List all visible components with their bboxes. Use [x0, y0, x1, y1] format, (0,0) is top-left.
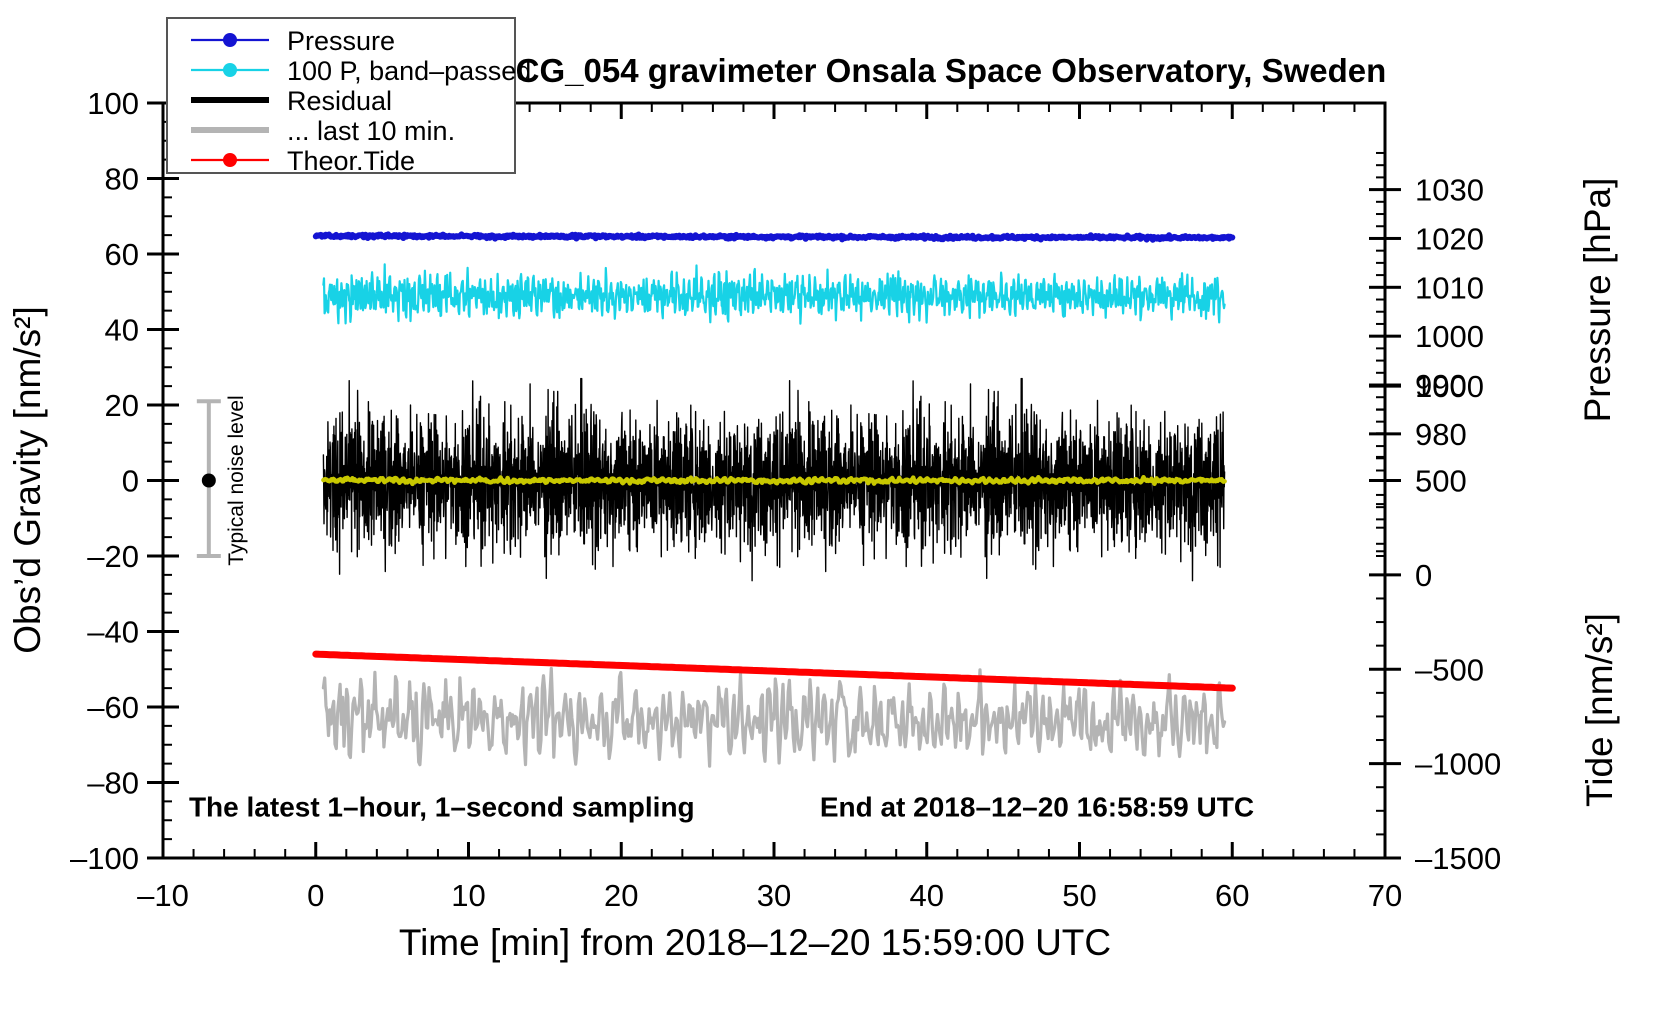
annotations-group: Typical noise level The latest 1–hour, 1–…	[189, 395, 1254, 822]
data-series-group	[312, 231, 1236, 768]
legend-marker-dot	[223, 63, 237, 77]
series-pressure	[312, 231, 1236, 243]
x-tick-label: 20	[604, 878, 638, 913]
y-tick-label-tide: –1000	[1415, 747, 1501, 782]
y-tick-label-pressure: 980	[1415, 417, 1467, 452]
chart-title: SCG_054 gravimeter Onsala Space Observat…	[494, 52, 1387, 89]
y-tick-label-gravity: 40	[105, 313, 139, 348]
y-tick-label-gravity: 0	[122, 464, 139, 499]
chart-title-group: SCG_054 gravimeter Onsala Space Observat…	[494, 52, 1387, 89]
y-tick-label-tide: –1500	[1415, 841, 1501, 876]
x-tick-label: 60	[1215, 878, 1249, 913]
noise-level-center-dot	[201, 473, 216, 488]
y-tick-label-pressure: 1000	[1415, 319, 1484, 354]
series-theoretical-tide	[312, 650, 1236, 692]
y-tick-label-gravity: –60	[87, 690, 139, 725]
legend-item-theor-tide[interactable]: Theor.Tide	[191, 146, 415, 176]
y-tick-label-tide: 500	[1415, 464, 1467, 499]
y-tick-label-tide: 0	[1415, 558, 1432, 593]
y-axis-title-gravity: Obs’d Gravity [nm/s²]	[7, 306, 48, 653]
legend-label: Theor.Tide	[287, 146, 415, 176]
y-axis-left-gravity: –100 –80 –60 –40 –20 0 20 40 60 80 100 Obs’d Gravit…	[7, 86, 179, 876]
legend-item-residual[interactable]: Residual	[191, 86, 392, 116]
y-tick-label-pressure: 1020	[1415, 221, 1484, 256]
x-tick-label: 50	[1062, 878, 1096, 913]
legend-item-pressure[interactable]: Pressure	[191, 26, 395, 56]
legend-label: Residual	[287, 86, 392, 116]
end-time-note: End at 2018–12–20 16:58:59 UTC	[820, 791, 1254, 822]
x-tick-label: 40	[910, 878, 944, 913]
legend-label: 100 P, band–passed	[287, 56, 531, 86]
legend-label: ... last 10 min.	[287, 116, 455, 146]
legend-marker-dot	[223, 153, 237, 167]
series-residual-smoothed	[321, 474, 1227, 487]
x-axis: –10 0 10 20 30 40 50 60 70 Time [min] from 2018–1…	[137, 103, 1402, 963]
y-axis-right-tide: –1500 –1000 –500 0 500 1000 Tide [nm/s²]	[1369, 369, 1620, 876]
legend-item-last-10-min[interactable]: ... last 10 min.	[191, 116, 455, 146]
y-tick-label-gravity: –40	[87, 615, 139, 650]
y-tick-label-pressure: 1010	[1415, 270, 1484, 305]
noise-level-errorbar	[196, 399, 221, 558]
y-tick-label-gravity: 60	[105, 237, 139, 272]
x-tick-label: 30	[757, 878, 791, 913]
x-tick-label: 70	[1368, 878, 1402, 913]
x-tick-label: –10	[137, 878, 189, 913]
y-tick-label-gravity: 20	[105, 388, 139, 423]
y-tick-label-gravity: –100	[70, 841, 139, 876]
y-axis-title-tide: Tide [nm/s²]	[1579, 613, 1620, 807]
noise-level-label: Typical noise level	[225, 395, 248, 565]
y-axis-title-pressure: Pressure [hPa]	[1577, 178, 1618, 423]
y-tick-label-tide: 1000	[1415, 369, 1484, 404]
sampling-note: The latest 1–hour, 1–second sampling	[189, 791, 695, 822]
y-tick-label-pressure: 990	[1415, 368, 1467, 403]
y-tick-label-gravity: –80	[87, 766, 139, 801]
series-bandpassed-pressure	[322, 263, 1226, 325]
y-tick-label-gravity: 100	[87, 86, 139, 121]
x-tick-label: 0	[307, 878, 324, 913]
series-last-10-min	[321, 666, 1227, 768]
x-tick-label: 10	[451, 878, 485, 913]
legend-label: Pressure	[287, 26, 395, 56]
y-tick-label-pressure: 1030	[1415, 173, 1484, 208]
legend-marker-dot	[223, 33, 237, 47]
y-tick-label-gravity: –20	[87, 539, 139, 574]
x-axis-title: Time [min] from 2018–12–20 15:59:00 UTC	[399, 922, 1111, 963]
y-tick-label-tide: –500	[1415, 652, 1484, 687]
legend-item-100-p-band-passed[interactable]: 100 P, band–passed	[191, 56, 531, 86]
y-tick-label-gravity: 80	[105, 162, 139, 197]
